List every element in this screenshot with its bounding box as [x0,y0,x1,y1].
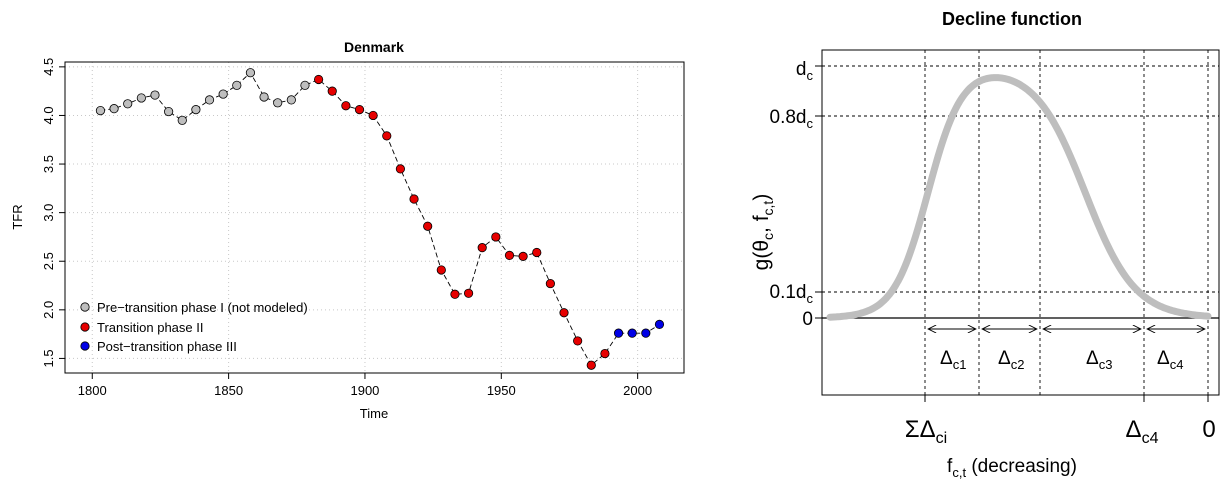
data-point-phase-2 [368,110,378,121]
x-tick-label-c4: Δc4 [1126,416,1159,447]
legend-label-phase-3: Post−transition phase III [97,339,237,354]
y-tick-label-08dc: 0.8dc [770,107,814,131]
data-point-phase-2 [477,243,487,253]
data-point-phase-2 [423,221,433,231]
data-point-phase-1 [300,80,310,90]
data-point-phase-1 [232,80,242,90]
data-point-phase-3 [654,319,665,330]
data-point-phase-2 [559,308,569,318]
data-point-phase-2 [327,86,337,96]
x-axis-label: Time [360,406,388,421]
interval-label-c1: Δc1 [940,348,966,372]
legend: Pre−transition phase I (not modeled) Tra… [80,300,308,354]
interval-label-c4: Δc4 [1157,348,1183,372]
data-point-phase-1 [150,90,160,100]
legend-marker-phase-1 [80,302,90,312]
data-points [95,68,665,370]
x-tick-label-sigma: ΣΔci [905,416,947,447]
tfr-connector-line [100,71,660,366]
data-point-phase-1 [136,93,146,103]
y-tick-label-zero: 0 [802,309,813,330]
data-point-phase-2 [382,131,392,141]
x-axis-ticks [924,395,1209,402]
x-axis-label: fc,t (decreasing) [947,456,1077,480]
data-point-phase-1 [164,106,174,117]
data-point-phase-2 [586,360,596,370]
chart-title: Decline function [942,9,1082,29]
decline-curve [826,74,1212,321]
plot-frame [64,61,685,374]
decline-function-chart: Decline function dc 0.8dc 0.1dc 0 [750,9,1220,480]
data-point-phase-2 [341,101,351,111]
guide-lines [822,50,1219,395]
data-point-phase-1 [259,92,269,102]
data-point-phase-2 [463,288,474,298]
denmark-chart: Denmark 1800 1850 1900 1950 2000 1.5 2.0 2.5 3.… [10,39,685,421]
data-point-phase-2 [504,250,515,261]
x-axis: 1800 1850 1900 1950 2000 [78,373,652,398]
data-point-phase-1 [95,105,106,116]
data-point-phase-2 [491,232,501,242]
x-tick-label: 2000 [623,383,652,398]
data-point-phase-2 [395,164,406,174]
x-tick-label: 1950 [487,383,516,398]
data-point-phase-2 [436,265,446,275]
y-tick-label: 3.5 [41,155,56,173]
data-point-phase-2 [545,278,555,289]
plot-frame [821,49,1220,396]
y-tick-label: 2.5 [41,252,56,270]
legend-marker-phase-3 [80,341,90,351]
data-point-phase-1 [204,95,215,105]
y-tick-label-dc: dc [796,59,814,83]
x-tick-label-zero: 0 [1202,416,1215,443]
data-point-phase-3 [613,328,624,338]
y-tick-label-01dc: 0.1dc [770,282,814,306]
data-point-phase-1 [286,95,296,105]
x-tick-label: 1850 [214,383,243,398]
interval-label-c3: Δc3 [1086,348,1112,372]
y-axis-label: TFR [10,204,25,229]
y-tick-label: 2.0 [41,301,56,319]
y-axis-label: g(θc, fc,t) [750,194,776,271]
data-point-phase-3 [627,328,637,338]
data-point-phase-1 [123,99,133,109]
data-point-phase-3 [641,328,651,338]
data-point-phase-2 [409,194,419,204]
data-point-phase-1 [109,104,119,114]
y-tick-label: 4.0 [41,106,56,124]
data-point-phase-1 [218,89,228,99]
chart-title: Denmark [344,39,404,55]
data-point-phase-2 [450,289,460,299]
data-point-phase-1 [177,115,187,125]
data-point-phase-1 [191,105,201,115]
series-connector-line [100,71,660,366]
legend-marker-phase-2 [80,322,90,332]
data-point-phase-1 [245,68,256,78]
y-tick-label: 3.0 [41,204,56,222]
y-tick-label: 1.5 [41,349,56,367]
data-point-phase-2 [600,348,610,359]
legend-label-phase-2: Transition phase II [97,320,203,335]
y-axis-ticks [815,65,822,319]
y-axis: 1.5 2.0 2.5 3.0 3.5 4.0 4.5 [41,58,65,367]
data-point-phase-1 [273,98,283,108]
data-point-phase-2 [573,336,583,346]
data-point-phase-2 [354,105,365,115]
y-tick-label: 4.5 [41,58,56,76]
x-tick-label: 1800 [78,383,107,398]
interval-label-c2: Δc2 [998,348,1024,372]
data-point-phase-2 [313,74,324,85]
x-tick-label: 1900 [350,383,379,398]
legend-label-phase-1: Pre−transition phase I (not modeled) [97,300,308,315]
data-point-phase-2 [518,251,528,261]
data-point-phase-2 [532,247,542,258]
